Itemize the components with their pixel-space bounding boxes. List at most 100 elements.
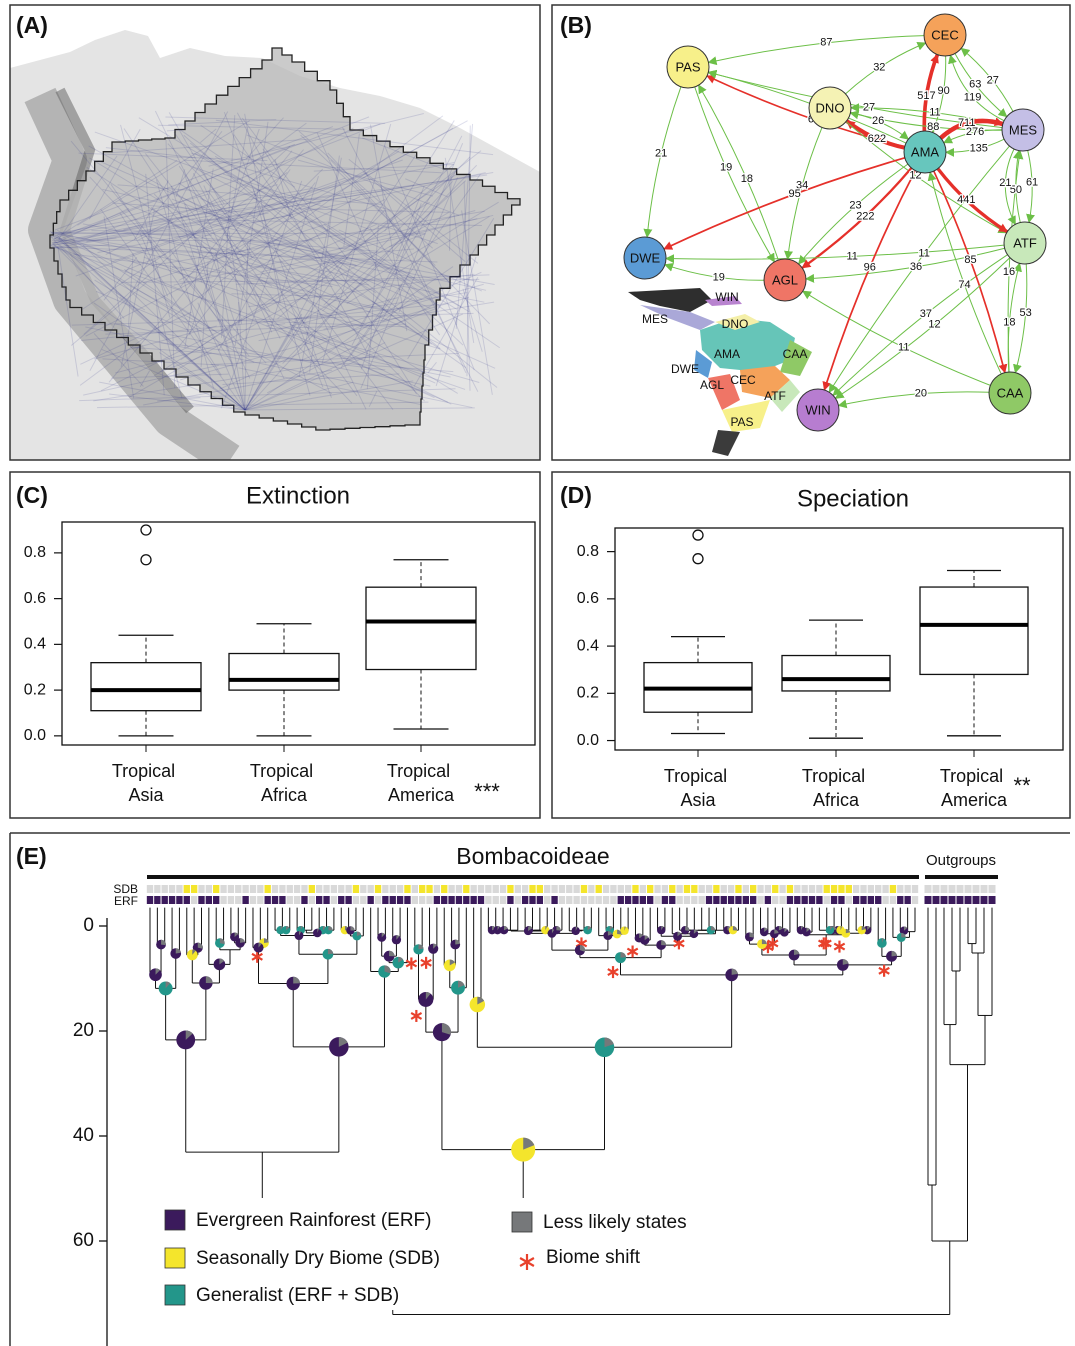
state-pie-minor bbox=[733, 926, 737, 931]
erf-cell bbox=[323, 896, 329, 904]
erf-cell bbox=[353, 896, 359, 904]
sdb-cell bbox=[353, 885, 359, 893]
erf-cell bbox=[470, 896, 476, 904]
erf-cell bbox=[360, 896, 366, 904]
sdb-cell bbox=[463, 885, 469, 893]
erf-cell bbox=[669, 896, 675, 904]
state-pie-minor bbox=[892, 951, 897, 956]
legend-label: Evergreen Rainforest (ERF) bbox=[196, 1210, 431, 1231]
erf-cell bbox=[331, 896, 337, 904]
state-pie-minor bbox=[198, 943, 203, 949]
erf-cell bbox=[198, 896, 204, 904]
node-label: AGL bbox=[772, 272, 798, 287]
edge-label: 11 bbox=[846, 250, 857, 262]
panel-label: (B) bbox=[560, 12, 592, 38]
erf-cell bbox=[448, 896, 454, 904]
clade-label: Bombacoideae bbox=[456, 843, 609, 869]
inset-label: PAS bbox=[730, 415, 753, 429]
erf-cell bbox=[367, 896, 373, 904]
erf-cell bbox=[404, 896, 410, 904]
y-tick-label: 0.6 bbox=[577, 590, 599, 607]
y-tick-label: 0.2 bbox=[24, 681, 46, 698]
sdb-cell bbox=[191, 885, 197, 893]
erf-cell bbox=[610, 896, 616, 904]
sdb-cell bbox=[272, 885, 278, 893]
figure: WINMESDNOAMACAADWEAGLCECATFPAS8766273262… bbox=[0, 0, 1075, 1346]
edge bbox=[835, 258, 1009, 399]
erf-cell bbox=[184, 896, 190, 904]
x-tick-label: Tropical America bbox=[387, 761, 455, 805]
sdb-cell bbox=[957, 885, 964, 893]
box bbox=[229, 654, 339, 691]
panel-label: (D) bbox=[560, 482, 592, 508]
erf-cell bbox=[272, 896, 278, 904]
edge-label: 11 bbox=[898, 341, 909, 353]
erf-cell bbox=[882, 896, 888, 904]
row-label: ERF bbox=[114, 894, 138, 908]
state-pie-minor bbox=[762, 939, 767, 944]
sdb-cell bbox=[566, 885, 572, 893]
erf-cell bbox=[824, 896, 830, 904]
y-tick-label: 0.8 bbox=[577, 543, 599, 560]
erf-cell bbox=[838, 896, 844, 904]
box bbox=[366, 587, 476, 669]
erf-cell bbox=[515, 896, 521, 904]
state-pie-minor bbox=[732, 969, 738, 975]
sdb-cell bbox=[699, 885, 705, 893]
erf-cell bbox=[801, 896, 807, 904]
erf-cell bbox=[316, 896, 322, 904]
edge-label: 96 bbox=[864, 261, 876, 273]
legend-swatch bbox=[512, 1212, 532, 1232]
inset-label: AGL bbox=[700, 378, 724, 392]
node-label: PAS bbox=[675, 59, 700, 74]
edge-label: 119 bbox=[964, 91, 982, 103]
edge-label: 711 bbox=[958, 117, 976, 129]
erf-cell bbox=[287, 896, 293, 904]
sdb-cell bbox=[875, 885, 881, 893]
erf-cell bbox=[588, 896, 594, 904]
sdb-cell bbox=[981, 885, 988, 893]
sdb-cell bbox=[309, 885, 315, 893]
sdb-cell bbox=[147, 885, 153, 893]
edge-label: 16 bbox=[1003, 266, 1015, 278]
edge-label: 19 bbox=[713, 271, 725, 283]
erf-cell bbox=[338, 896, 344, 904]
sdb-cell bbox=[257, 885, 263, 893]
sdb-cell bbox=[904, 885, 910, 893]
sdb-cell bbox=[965, 885, 972, 893]
sdb-cell bbox=[316, 885, 322, 893]
sdb-cell bbox=[706, 885, 712, 893]
erf-cell bbox=[213, 896, 219, 904]
inset-label: CAA bbox=[783, 347, 808, 361]
state-pie bbox=[276, 926, 284, 934]
y-tick-label: 40 bbox=[73, 1125, 94, 1146]
sdb-cell bbox=[213, 885, 219, 893]
edge-label: 20 bbox=[915, 388, 927, 400]
state-pie-minor bbox=[293, 977, 300, 984]
inset-label: DNO bbox=[722, 317, 749, 331]
edge bbox=[824, 171, 915, 390]
erf-cell bbox=[957, 896, 964, 904]
erf-cell bbox=[176, 896, 182, 904]
edge-label: 27 bbox=[863, 102, 875, 114]
edge-label: 441 bbox=[957, 194, 975, 206]
panel-label: (C) bbox=[16, 482, 48, 508]
biome-shift bbox=[421, 957, 431, 969]
sdb-cell bbox=[279, 885, 285, 893]
state-pie-minor bbox=[350, 926, 354, 930]
panel-label: (A) bbox=[16, 12, 48, 38]
state-pie-minor bbox=[711, 926, 715, 930]
sdb-cell bbox=[721, 885, 727, 893]
legend-label: Seasonally Dry Biome (SDB) bbox=[196, 1248, 440, 1269]
erf-cell bbox=[735, 896, 741, 904]
edge-label: 85 bbox=[964, 254, 976, 266]
node-label: CEC bbox=[931, 27, 958, 42]
inset-label: ATF bbox=[764, 389, 786, 403]
erf-cell bbox=[191, 896, 197, 904]
erf-cell bbox=[618, 896, 624, 904]
erf-cell bbox=[925, 896, 932, 904]
erf-cell bbox=[206, 896, 212, 904]
erf-cell bbox=[147, 896, 153, 904]
sdb-cell bbox=[728, 885, 734, 893]
